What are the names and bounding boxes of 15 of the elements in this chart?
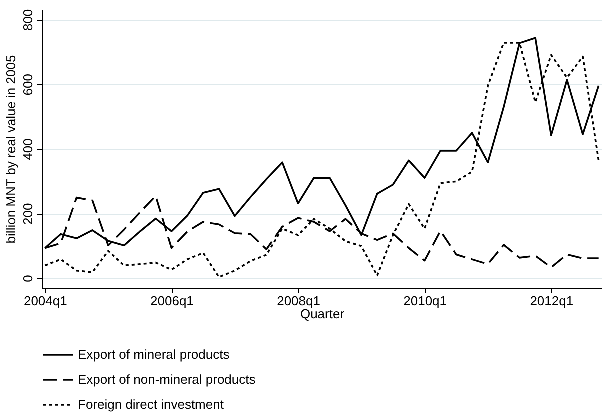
y-axis-title: billion MNT by real value in 2005 (4, 55, 18, 244)
y-tick-label: 400 (20, 138, 36, 160)
y-tick-label: 800 (20, 9, 36, 32)
y-tick-label: 600 (20, 74, 36, 96)
y-tick-label: 0 (20, 275, 36, 282)
y-tick-label: 200 (20, 203, 36, 226)
x-tick-label: 2008q1 (277, 294, 320, 308)
legend-label: Export of mineral products (78, 347, 230, 362)
x-tick-label: 2004q1 (24, 294, 68, 308)
x-tick-label: 2010q1 (404, 294, 448, 308)
x-axis-title: Quarter (300, 306, 346, 322)
x-tick-label: 2006q1 (150, 294, 194, 308)
legend-label: Foreign direct investment (78, 397, 224, 412)
x-tick-label: 2012q1 (530, 294, 574, 308)
legend-label: Export of non-mineral products (78, 372, 256, 387)
